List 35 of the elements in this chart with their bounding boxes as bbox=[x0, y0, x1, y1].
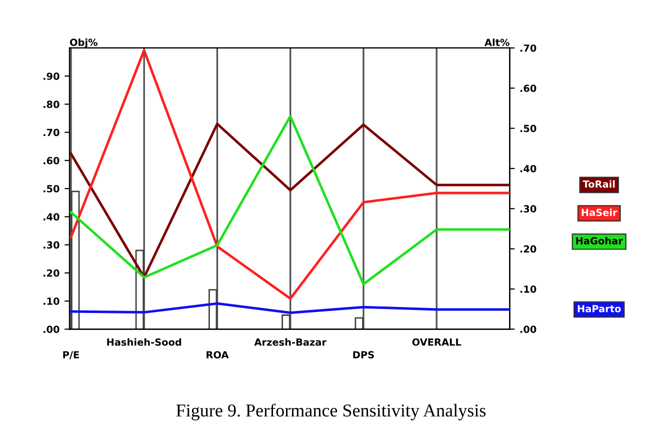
y-tick-label: .40 bbox=[44, 213, 60, 221]
y2-tick-label: .30 bbox=[520, 205, 536, 212]
y2-tick-label: .20 bbox=[520, 245, 536, 253]
y-tick-label: .10 bbox=[44, 298, 60, 305]
x-tick-label: P/E bbox=[63, 351, 79, 360]
y-tick-label: .00 bbox=[44, 326, 60, 334]
bar bbox=[208, 289, 218, 330]
y2-tick-label: .10 bbox=[520, 285, 536, 293]
y2-tick-label: .70 bbox=[520, 44, 536, 52]
text: ToRail bbox=[582, 180, 615, 188]
text: HaParto bbox=[578, 305, 621, 312]
y-tick-label: .30 bbox=[44, 241, 60, 249]
bar bbox=[282, 314, 290, 330]
y2-tick-label: .00 bbox=[520, 326, 536, 334]
y-tick-label: .70 bbox=[44, 128, 60, 136]
y-tick-label: .20 bbox=[44, 269, 60, 277]
y-tick-label: .80 bbox=[44, 100, 60, 108]
x-tick-label: Arzesh-Bazar bbox=[254, 338, 326, 346]
x-tick-label: ROA bbox=[206, 351, 229, 358]
y2-tick-label: .60 bbox=[520, 84, 536, 92]
y2-tick-label: .40 bbox=[520, 164, 536, 172]
bar bbox=[354, 317, 364, 330]
x-tick-label: OVERALL bbox=[412, 338, 462, 346]
y2-tick-label: .50 bbox=[520, 124, 536, 132]
y-tick-label: .50 bbox=[44, 185, 60, 192]
x-tick-label: Hashieh-Sood bbox=[107, 338, 182, 346]
line-series bbox=[70, 302, 510, 314]
text: HaGohar bbox=[576, 236, 623, 244]
y-axis-title: Obj% bbox=[70, 38, 98, 48]
x-tick-label: DPS bbox=[353, 351, 374, 358]
y2-axis-title: Alt% bbox=[484, 38, 510, 46]
text: HaSeir bbox=[582, 208, 618, 216]
y-tick-label: .60 bbox=[44, 156, 60, 164]
caption: Figure 9. Performance Sensitivity Analysis bbox=[176, 404, 486, 420]
y-tick-label: .90 bbox=[44, 72, 60, 80]
